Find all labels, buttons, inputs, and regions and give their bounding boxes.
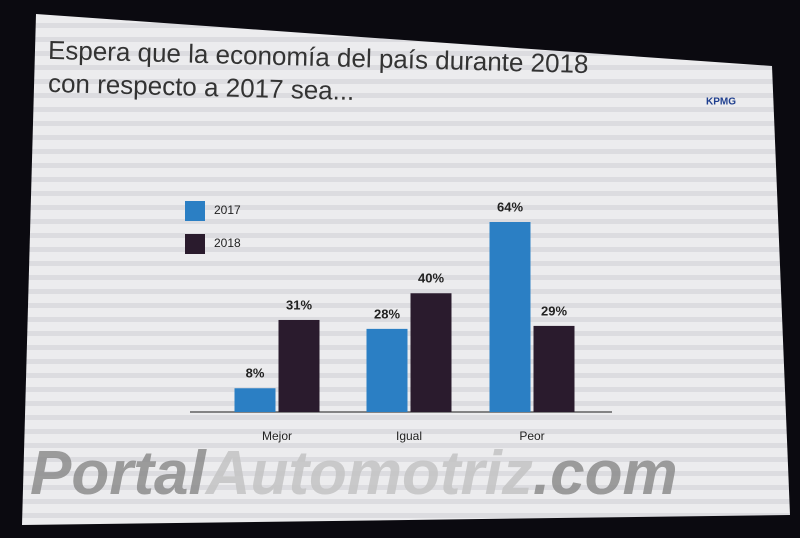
value-label: 28% [374, 306, 400, 321]
value-label: 29% [541, 303, 567, 318]
legend-swatch [185, 234, 205, 254]
value-label: 8% [246, 366, 265, 381]
value-label: 40% [418, 271, 444, 286]
legend-label: 2017 [214, 203, 241, 217]
bar [278, 319, 320, 412]
watermark: PortalAutomotriz.com [30, 439, 678, 508]
logo: KPMG [706, 97, 736, 108]
watermark-part: Automotriz [204, 439, 533, 508]
bar [234, 388, 276, 412]
bar [489, 222, 531, 412]
legend-label: 2018 [214, 236, 241, 250]
bar [533, 325, 575, 412]
watermark-part: .com [533, 439, 678, 508]
x-tick-label: Igual [396, 429, 422, 443]
value-label: 31% [286, 297, 312, 312]
value-label: 64% [497, 199, 523, 214]
bar [410, 293, 452, 412]
bar [366, 328, 408, 412]
watermark-part: Portal [30, 439, 207, 508]
slide [22, 14, 790, 525]
x-tick-label: Mejor [262, 429, 292, 443]
legend-swatch [185, 201, 205, 221]
x-tick-label: Peor [519, 429, 544, 443]
